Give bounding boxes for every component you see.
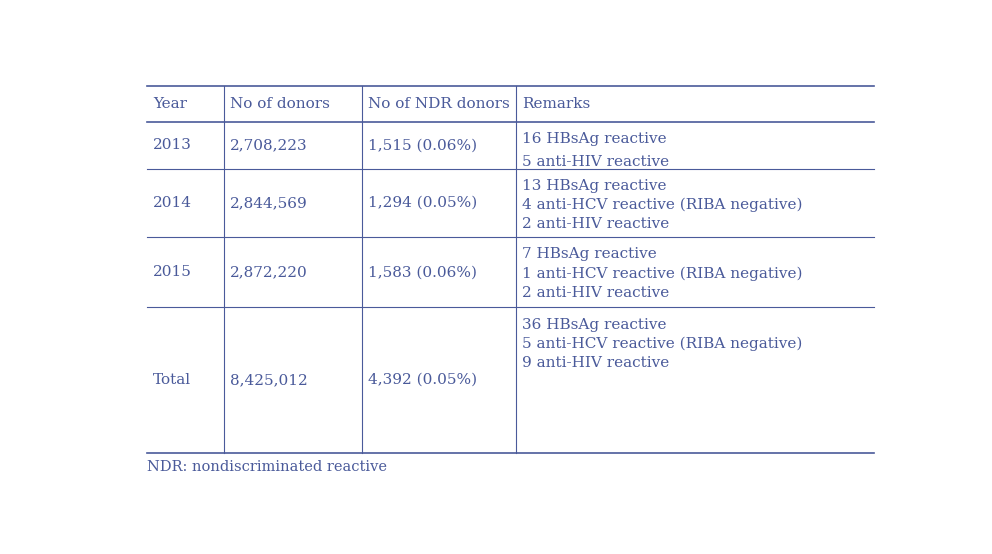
Text: No of donors: No of donors (230, 97, 330, 111)
Text: 2 anti-HIV reactive: 2 anti-HIV reactive (522, 217, 670, 232)
Text: 4,392 (0.05%): 4,392 (0.05%) (368, 373, 477, 387)
Text: 2,844,569: 2,844,569 (230, 196, 308, 210)
Text: 9 anti-HIV reactive: 9 anti-HIV reactive (522, 356, 670, 370)
Text: 1,294 (0.05%): 1,294 (0.05%) (368, 196, 478, 210)
Text: Remarks: Remarks (522, 97, 590, 111)
Text: 36 HBsAg reactive: 36 HBsAg reactive (522, 317, 667, 331)
Text: 5 anti-HIV reactive: 5 anti-HIV reactive (522, 156, 670, 170)
Text: Total: Total (153, 373, 191, 387)
Text: 2,708,223: 2,708,223 (230, 138, 308, 152)
Text: 2013: 2013 (153, 138, 192, 152)
Text: 4 anti-HCV reactive (RIBA negative): 4 anti-HCV reactive (RIBA negative) (522, 198, 803, 212)
Text: 13 HBsAg reactive: 13 HBsAg reactive (522, 179, 667, 193)
Text: 7 HBsAg reactive: 7 HBsAg reactive (522, 247, 657, 261)
Text: Year: Year (153, 97, 187, 111)
Text: 8,425,012: 8,425,012 (230, 373, 308, 387)
Text: 1,583 (0.06%): 1,583 (0.06%) (368, 265, 477, 279)
Text: No of NDR donors: No of NDR donors (368, 97, 510, 111)
Text: 2,872,220: 2,872,220 (230, 265, 308, 279)
Text: 5 anti-HCV reactive (RIBA negative): 5 anti-HCV reactive (RIBA negative) (522, 337, 803, 351)
Text: 1 anti-HCV reactive (RIBA negative): 1 anti-HCV reactive (RIBA negative) (522, 266, 803, 280)
Text: 2015: 2015 (153, 265, 192, 279)
Text: 1,515 (0.06%): 1,515 (0.06%) (368, 138, 477, 152)
Text: 2014: 2014 (153, 196, 192, 210)
Text: NDR: nondiscriminated reactive: NDR: nondiscriminated reactive (147, 460, 387, 474)
Text: 2 anti-HIV reactive: 2 anti-HIV reactive (522, 285, 670, 300)
Text: 16 HBsAg reactive: 16 HBsAg reactive (522, 132, 667, 146)
